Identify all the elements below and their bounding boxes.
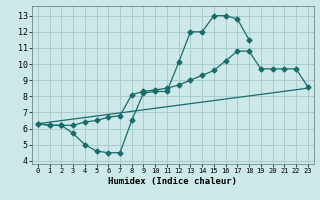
X-axis label: Humidex (Indice chaleur): Humidex (Indice chaleur) [108, 177, 237, 186]
